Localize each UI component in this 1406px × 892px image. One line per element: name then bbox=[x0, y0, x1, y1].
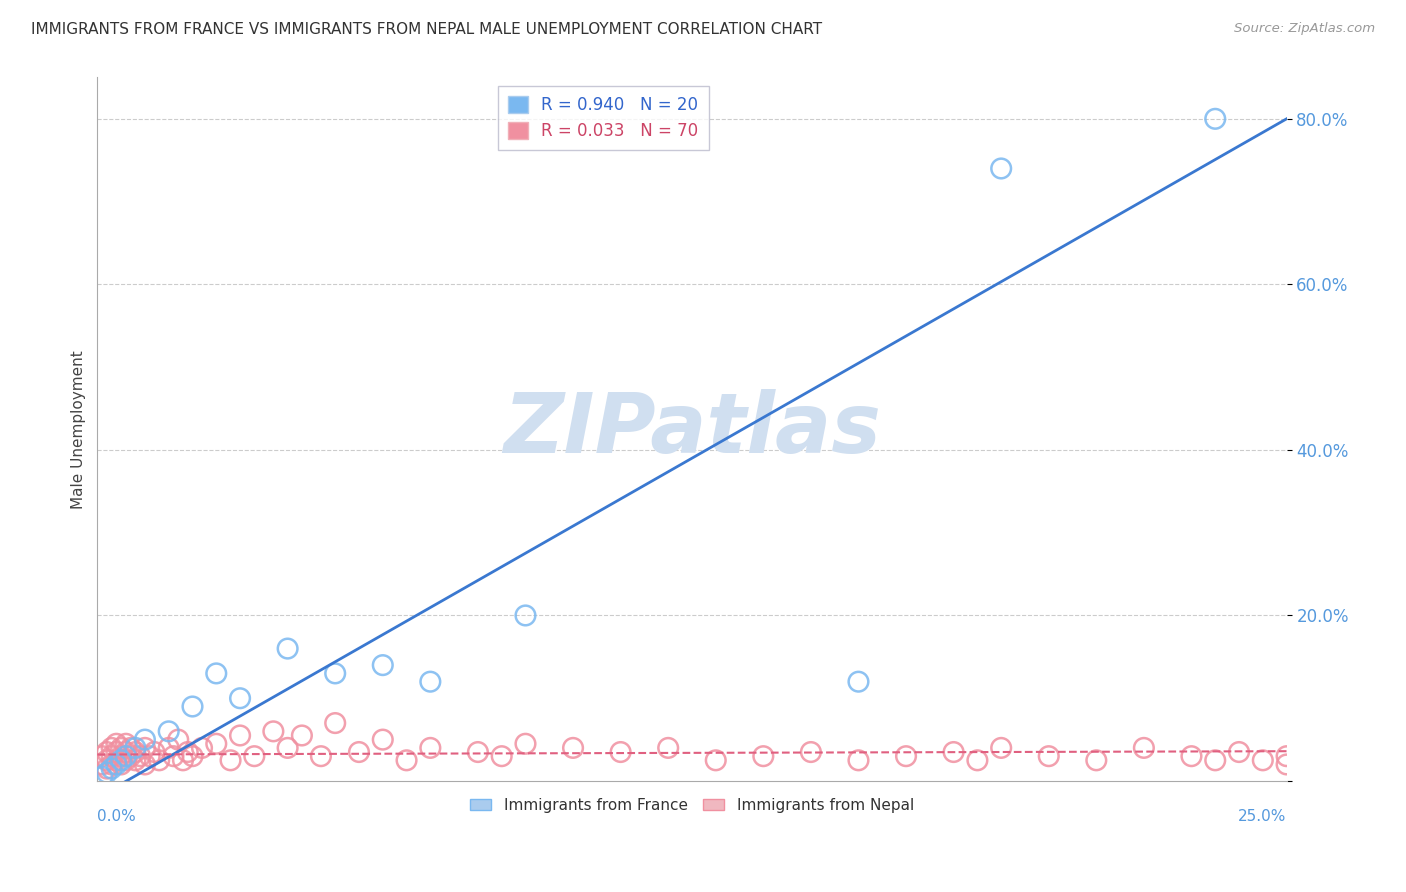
Legend: Immigrants from France, Immigrants from Nepal: Immigrants from France, Immigrants from … bbox=[464, 792, 920, 819]
Point bbox=[181, 699, 204, 714]
Point bbox=[129, 749, 152, 764]
Point bbox=[704, 753, 727, 767]
Point bbox=[800, 745, 823, 759]
Text: ZIPatlas: ZIPatlas bbox=[503, 389, 882, 470]
Point bbox=[115, 745, 138, 759]
Point bbox=[124, 745, 146, 759]
Point bbox=[609, 745, 631, 759]
Point bbox=[148, 753, 170, 767]
Point bbox=[105, 757, 128, 772]
Point bbox=[120, 749, 142, 764]
Point bbox=[347, 745, 370, 759]
Point bbox=[419, 674, 441, 689]
Point bbox=[157, 740, 180, 755]
Point bbox=[100, 740, 122, 755]
Point bbox=[323, 716, 346, 731]
Point bbox=[91, 749, 114, 764]
Text: 0.0%: 0.0% bbox=[97, 809, 136, 824]
Point bbox=[848, 674, 870, 689]
Point bbox=[100, 762, 122, 776]
Point bbox=[1275, 749, 1298, 764]
Point bbox=[990, 740, 1012, 755]
Point bbox=[181, 749, 204, 764]
Text: IMMIGRANTS FROM FRANCE VS IMMIGRANTS FROM NEPAL MALE UNEMPLOYMENT CORRELATION CH: IMMIGRANTS FROM FRANCE VS IMMIGRANTS FRO… bbox=[31, 22, 823, 37]
Point bbox=[966, 753, 988, 767]
Point bbox=[990, 161, 1012, 176]
Point bbox=[942, 745, 965, 759]
Point bbox=[1180, 749, 1202, 764]
Point bbox=[100, 757, 122, 772]
Point bbox=[277, 641, 299, 656]
Point bbox=[167, 732, 190, 747]
Point bbox=[243, 749, 266, 764]
Point bbox=[1251, 753, 1274, 767]
Point bbox=[177, 745, 200, 759]
Point bbox=[491, 749, 513, 764]
Point bbox=[1275, 757, 1298, 772]
Text: 25.0%: 25.0% bbox=[1239, 809, 1286, 824]
Point bbox=[323, 666, 346, 681]
Point bbox=[277, 740, 299, 755]
Point bbox=[162, 749, 184, 764]
Point bbox=[229, 729, 252, 743]
Point bbox=[752, 749, 775, 764]
Point bbox=[395, 753, 418, 767]
Point bbox=[110, 757, 132, 772]
Point bbox=[419, 740, 441, 755]
Point bbox=[96, 765, 118, 780]
Point bbox=[515, 608, 537, 623]
Point bbox=[262, 724, 284, 739]
Point bbox=[96, 762, 118, 776]
Point bbox=[138, 749, 160, 764]
Point bbox=[105, 753, 128, 767]
Point bbox=[1227, 745, 1250, 759]
Y-axis label: Male Unemployment: Male Unemployment bbox=[72, 350, 86, 508]
Point bbox=[105, 737, 128, 751]
Point bbox=[120, 740, 142, 755]
Point bbox=[1038, 749, 1060, 764]
Point bbox=[115, 753, 138, 767]
Point bbox=[562, 740, 585, 755]
Point bbox=[115, 749, 138, 764]
Point bbox=[1085, 753, 1108, 767]
Point bbox=[115, 737, 138, 751]
Point bbox=[134, 740, 156, 755]
Point bbox=[100, 749, 122, 764]
Point bbox=[371, 658, 394, 673]
Point bbox=[172, 753, 194, 767]
Point bbox=[1204, 112, 1226, 126]
Point bbox=[219, 753, 242, 767]
Point bbox=[143, 745, 166, 759]
Point bbox=[205, 666, 228, 681]
Point bbox=[1133, 740, 1156, 755]
Point bbox=[157, 724, 180, 739]
Text: Source: ZipAtlas.com: Source: ZipAtlas.com bbox=[1234, 22, 1375, 36]
Point bbox=[848, 753, 870, 767]
Point bbox=[96, 753, 118, 767]
Point bbox=[191, 740, 214, 755]
Point bbox=[309, 749, 332, 764]
Point bbox=[371, 732, 394, 747]
Point bbox=[110, 740, 132, 755]
Point bbox=[515, 737, 537, 751]
Point bbox=[124, 740, 146, 755]
Point bbox=[91, 770, 114, 784]
Point bbox=[134, 732, 156, 747]
Point bbox=[110, 753, 132, 767]
Point bbox=[291, 729, 314, 743]
Point bbox=[105, 745, 128, 759]
Point bbox=[205, 737, 228, 751]
Point bbox=[124, 753, 146, 767]
Point bbox=[96, 745, 118, 759]
Point bbox=[134, 757, 156, 772]
Point bbox=[110, 749, 132, 764]
Point bbox=[91, 757, 114, 772]
Point bbox=[894, 749, 917, 764]
Point bbox=[657, 740, 679, 755]
Point bbox=[1204, 753, 1226, 767]
Point bbox=[467, 745, 489, 759]
Point bbox=[229, 691, 252, 706]
